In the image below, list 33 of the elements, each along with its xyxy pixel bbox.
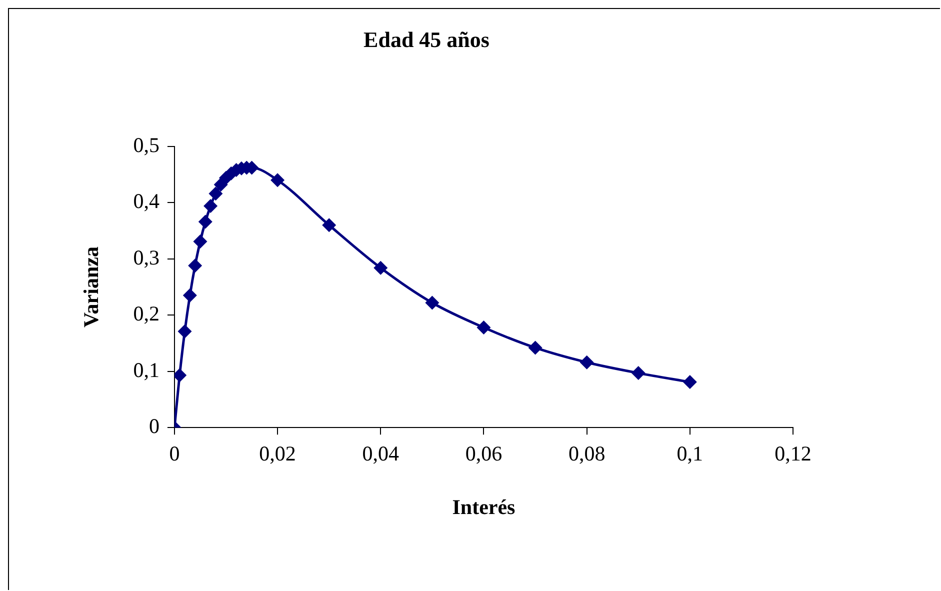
y-tick-label: 0,5 [133,132,160,157]
y-tick-label: 0,3 [133,245,160,270]
y-tick-label: 0,4 [133,189,160,214]
point [178,324,192,338]
y-tick-label: 0,2 [133,302,160,326]
x-tick-label: 0,04 [362,442,400,466]
x-tick-label: 0,08 [568,442,606,466]
x-tick-label: 0,02 [259,442,296,466]
chart-title: Edad 45 años [364,26,490,52]
y-tick-label: 0,1 [133,358,160,382]
y-tick-label: 0 [148,414,160,438]
point [631,366,646,380]
x-tick-label: 0,1 [676,442,704,466]
point [425,296,440,310]
point [204,199,218,214]
point [188,258,202,273]
point [174,368,187,382]
x-tick-label: 0 [169,442,180,466]
point [270,173,285,188]
point [198,214,212,229]
point [182,288,197,302]
point [193,234,208,248]
x-tick-label: 0,12 [774,442,812,466]
point [476,320,491,334]
point [580,355,594,370]
point [374,260,388,275]
point [528,340,542,355]
point [682,375,697,390]
x-tick-label: 0,06 [465,442,502,466]
point [322,218,336,232]
x-axis-title: Interés [452,494,516,519]
y-axis-title: Varianza [79,246,104,328]
point [208,186,223,201]
